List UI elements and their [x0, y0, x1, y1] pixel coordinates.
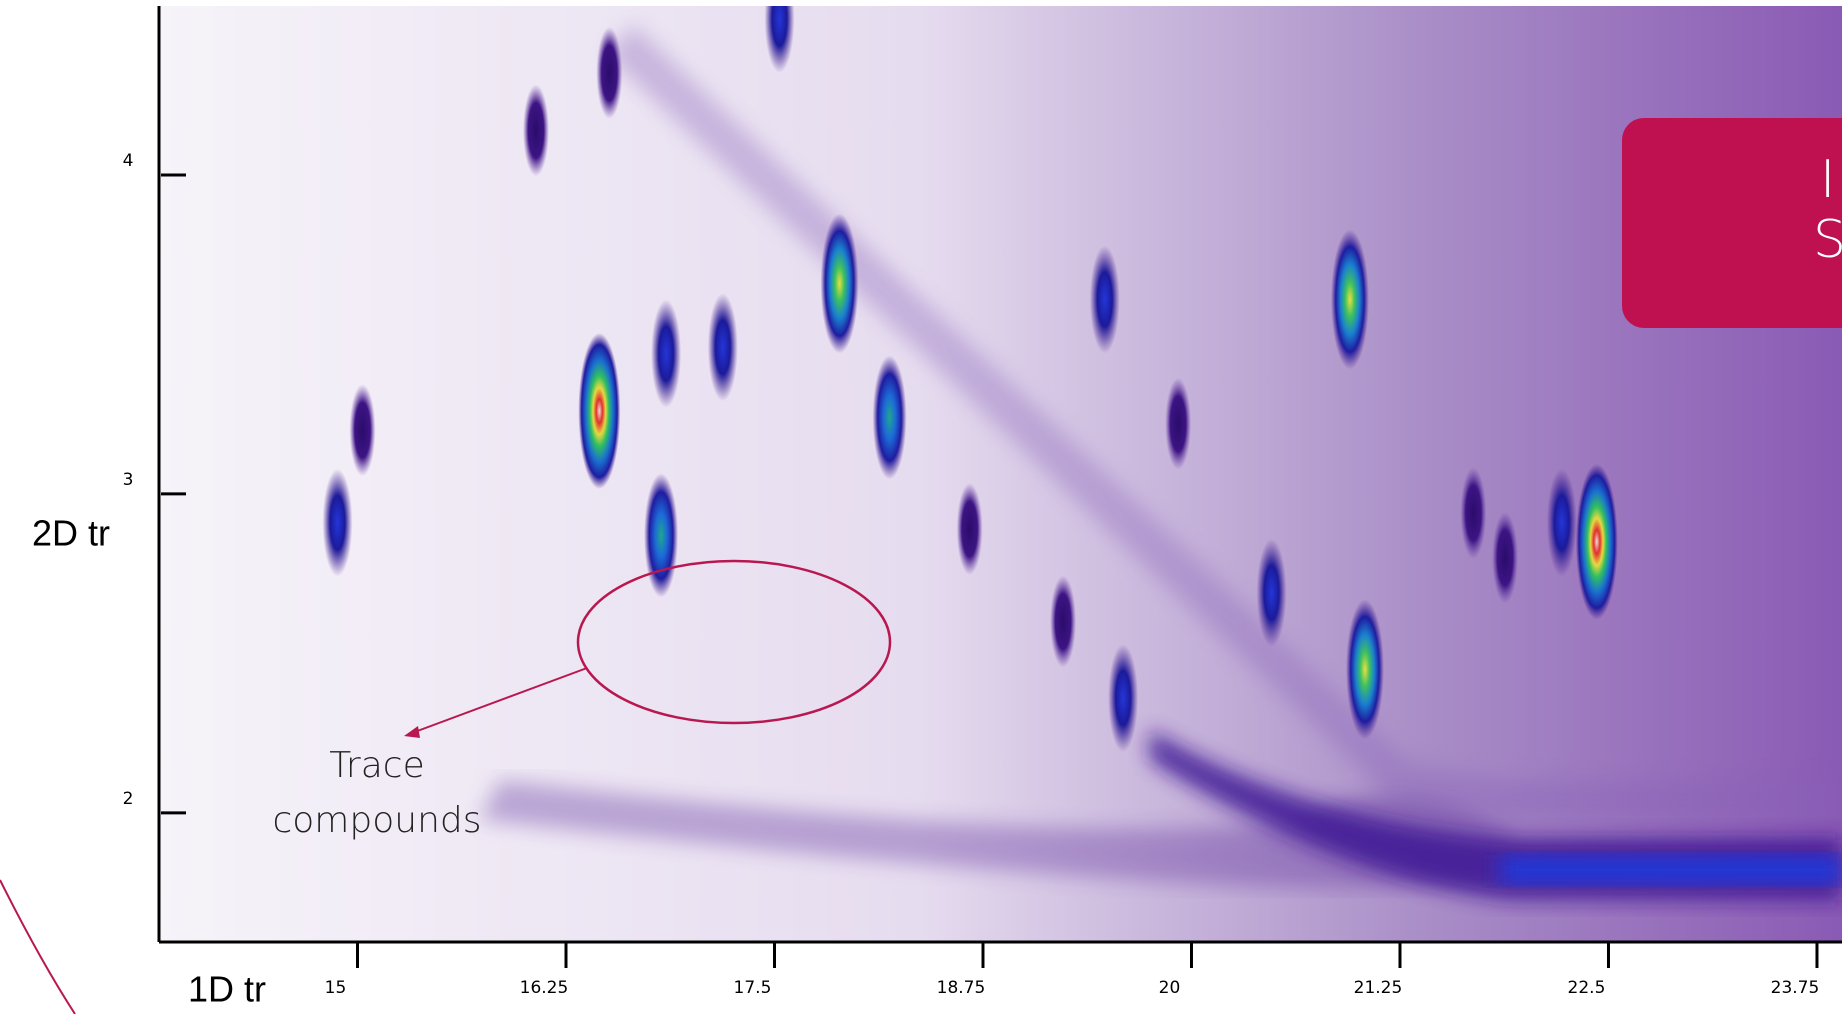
annotation: Trace — [329, 745, 425, 786]
x-tick-label: 17.5 — [734, 978, 772, 998]
decorative-arc — [0, 879, 76, 1014]
x-tick-label: 18.75 — [937, 978, 986, 998]
annotation-arrow — [411, 667, 588, 734]
highlight-ellipse — [576, 559, 892, 725]
peak — [644, 473, 679, 598]
peak — [1330, 229, 1369, 370]
callout-text: S — [1813, 210, 1842, 270]
peak — [872, 355, 907, 480]
peak — [578, 333, 621, 490]
arrow-head — [404, 726, 420, 738]
y-axis-label: 2D tr — [32, 513, 110, 554]
peak — [820, 213, 859, 354]
x-tick-label: 15 — [325, 978, 347, 998]
peak — [956, 483, 983, 576]
x-tick-label: 23.75 — [1771, 978, 1820, 998]
peak — [1089, 245, 1120, 354]
callout-text: I — [1820, 150, 1835, 210]
x-tick-label: 16.25 — [520, 978, 569, 998]
y-tick-label: 2 — [123, 789, 134, 809]
peak — [1050, 575, 1077, 668]
peak — [1165, 377, 1192, 470]
callout-box — [1622, 118, 1842, 328]
x-axis-label: 1D tr — [188, 969, 266, 1010]
peak — [764, 6, 795, 73]
peak — [596, 26, 623, 119]
peak — [1492, 511, 1519, 604]
peak — [1108, 644, 1139, 753]
peak — [1345, 599, 1384, 740]
peak — [322, 468, 353, 577]
peak — [1575, 463, 1618, 620]
peak — [1256, 538, 1287, 647]
peak — [651, 299, 682, 408]
x-tick-label: 22.5 — [1568, 978, 1606, 998]
peaks — [322, 6, 1618, 753]
x-tick-label: 20 — [1159, 978, 1181, 998]
y-tick-label: 4 — [123, 151, 134, 171]
y-tick-label: 3 — [123, 470, 134, 490]
x-tick-label: 21.25 — [1354, 978, 1403, 998]
annotation: compounds — [272, 800, 481, 841]
peak — [349, 384, 376, 477]
peak — [1460, 467, 1487, 560]
peak — [522, 84, 549, 177]
peak — [707, 293, 738, 402]
peak — [1546, 468, 1577, 577]
